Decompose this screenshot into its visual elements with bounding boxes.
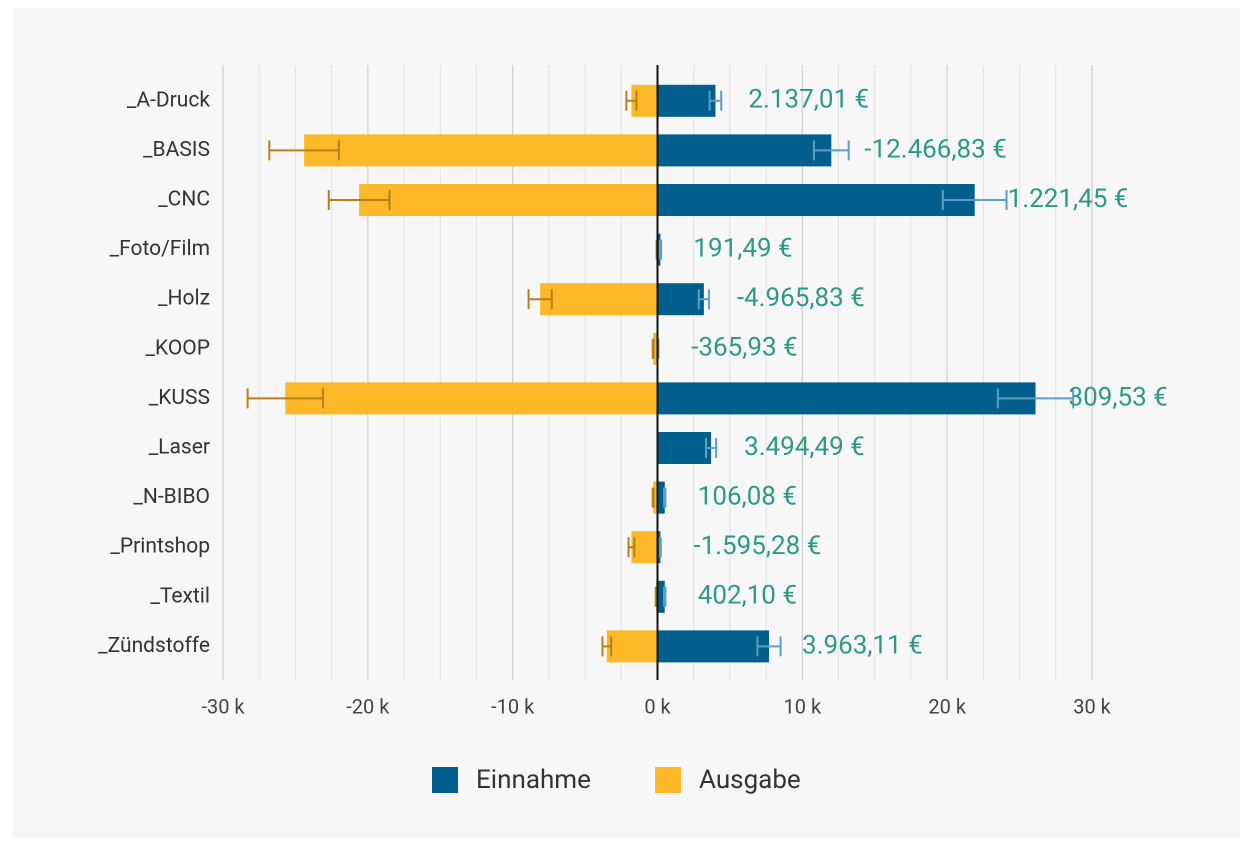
bar — [657, 134, 832, 167]
legend-swatch — [655, 767, 681, 793]
error-bar — [327, 190, 391, 210]
error-bar — [756, 636, 782, 657]
bar — [657, 184, 975, 216]
legend-label: Einnahme — [476, 765, 591, 795]
legend-swatch — [432, 767, 458, 793]
error-bar — [627, 537, 636, 558]
bar — [540, 283, 658, 316]
error-bar — [812, 140, 850, 161]
error-bar — [941, 190, 1008, 210]
balance-label: 1.221,45 € — [1008, 184, 1129, 214]
x-tick-label: 20 k — [928, 694, 966, 718]
error-bar — [996, 388, 1075, 409]
x-tick-label: -10 k — [491, 694, 535, 718]
category-label: _Holz — [158, 287, 210, 311]
balance-label: 3.494,49 € — [744, 432, 865, 462]
error-bar — [601, 636, 613, 657]
error-bar — [651, 338, 655, 359]
bar — [359, 184, 658, 216]
category-label: _Laser — [149, 436, 210, 460]
bar — [657, 84, 716, 117]
error-bar — [708, 90, 723, 111]
bar — [657, 531, 661, 564]
balance-label: -4.965,83 € — [737, 283, 865, 313]
legend-label: Ausgabe — [699, 765, 801, 795]
balance-label: 309,53 € — [1069, 382, 1168, 412]
balance-label: 2.137,01 € — [748, 85, 869, 115]
bar — [657, 630, 770, 663]
bar — [657, 283, 704, 316]
error-bar — [625, 90, 638, 111]
error-bar — [658, 239, 663, 260]
error-bar — [651, 487, 655, 508]
bar — [606, 630, 658, 663]
category-label: _Foto/Film — [110, 237, 210, 261]
bar — [285, 382, 658, 415]
x-tick-label: -20 k — [346, 694, 390, 718]
category-label: _CNC — [158, 188, 210, 212]
bar — [657, 432, 712, 464]
category-label: _Zündstoffe — [98, 634, 210, 658]
bar — [631, 531, 658, 564]
balance-label: -1.595,28 € — [693, 531, 821, 561]
bar — [657, 580, 665, 613]
error-bar — [654, 586, 658, 607]
error-bar — [663, 586, 667, 607]
category-label: _KUSS — [149, 386, 210, 410]
x-tick-label: -30 k — [201, 694, 245, 718]
bar — [657, 481, 665, 514]
x-tick-label: 0 k — [644, 694, 671, 718]
category-label: _BASIS — [143, 138, 210, 162]
error-bar — [663, 487, 667, 508]
error-bar — [268, 140, 340, 161]
category-label: _N-BIBO — [133, 485, 210, 509]
x-tick-label: 30 k — [1073, 694, 1111, 718]
balance-label: 191,49 € — [693, 233, 792, 263]
error-bar — [658, 537, 662, 558]
category-label: _KOOP — [146, 336, 210, 360]
category-label: _Textil — [150, 584, 210, 608]
category-label: _Printshop — [110, 535, 210, 559]
error-bar — [705, 438, 718, 458]
balance-label: 106,08 € — [698, 481, 797, 511]
x-tick-label: 10 k — [784, 694, 822, 718]
error-bar — [527, 289, 553, 310]
balance-label: 3.963,11 € — [802, 630, 923, 660]
balance-label: -365,93 € — [691, 333, 797, 363]
bar — [304, 134, 658, 167]
balance-label: -12.466,83 € — [864, 134, 1007, 164]
bar — [657, 382, 1036, 415]
category-label: _A-Druck — [127, 88, 210, 112]
error-bar — [246, 388, 324, 409]
bar — [653, 332, 658, 365]
bar — [653, 481, 658, 514]
balance-label: 402,10 € — [698, 581, 797, 611]
error-bar — [697, 289, 710, 310]
